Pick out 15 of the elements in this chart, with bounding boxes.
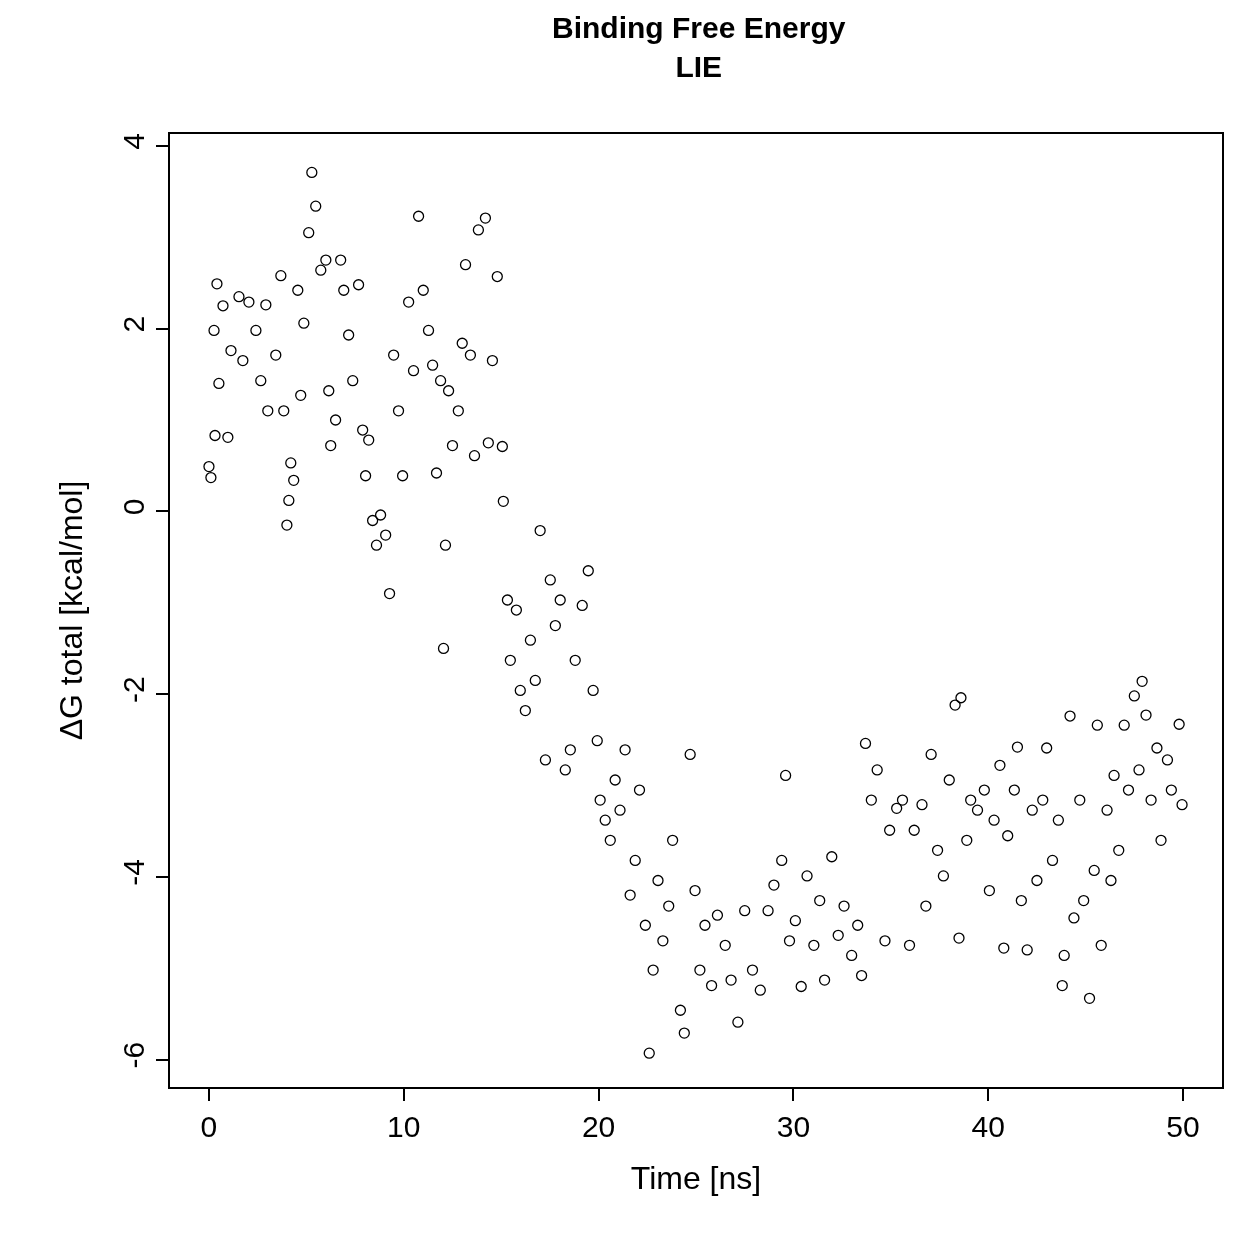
y-axis-title: ΔG total [kcal/mol] (52, 480, 89, 741)
y-tick-label: -4 (117, 859, 150, 886)
y-tick-label: 2 (117, 315, 150, 333)
x-tick-label: 50 (1166, 1110, 1200, 1143)
x-tick-label: 40 (971, 1110, 1005, 1143)
x-axis-title: Time [ns] (630, 1160, 762, 1197)
y-tick-label: -2 (117, 676, 150, 703)
y-tick-label: -6 (117, 1041, 150, 1069)
y-tick-label: 0 (117, 498, 150, 516)
y-tick-label: 4 (117, 133, 150, 150)
x-tick-label: 0 (200, 1110, 218, 1143)
x-tick-label: 20 (581, 1110, 616, 1143)
x-tick-label: 10 (387, 1110, 421, 1143)
chart-title: Binding Free Energy LIE (552, 10, 846, 83)
x-tick-label: 30 (776, 1110, 811, 1143)
